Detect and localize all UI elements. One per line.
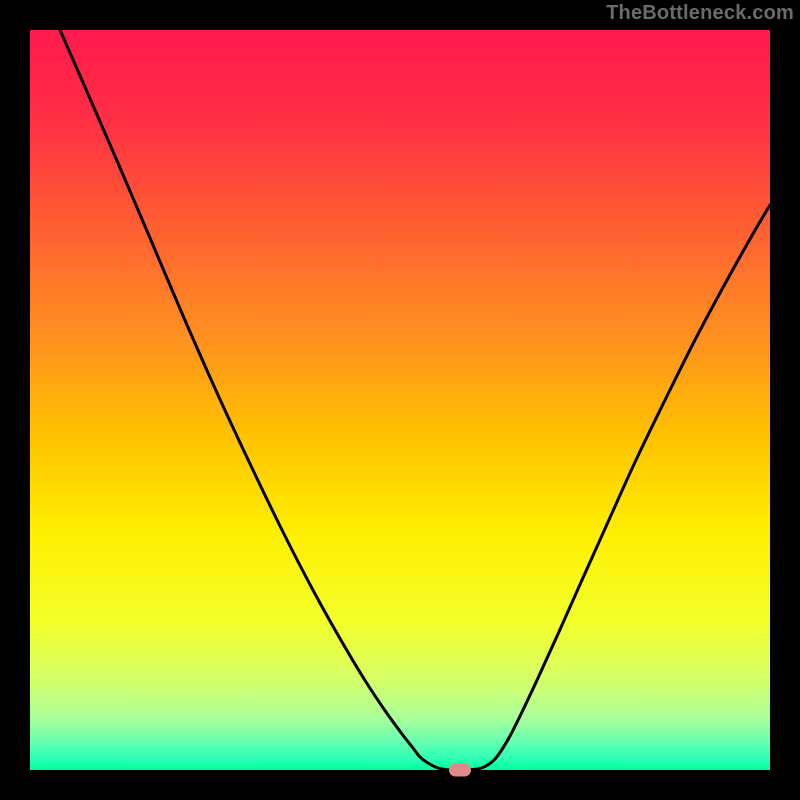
chart-curve-layer	[0, 0, 800, 800]
watermark-label: TheBottleneck.com	[606, 2, 794, 25]
chart-container: TheBottleneck.com	[0, 0, 800, 800]
bottleneck-curve	[60, 30, 770, 770]
min-point-marker	[449, 764, 471, 777]
